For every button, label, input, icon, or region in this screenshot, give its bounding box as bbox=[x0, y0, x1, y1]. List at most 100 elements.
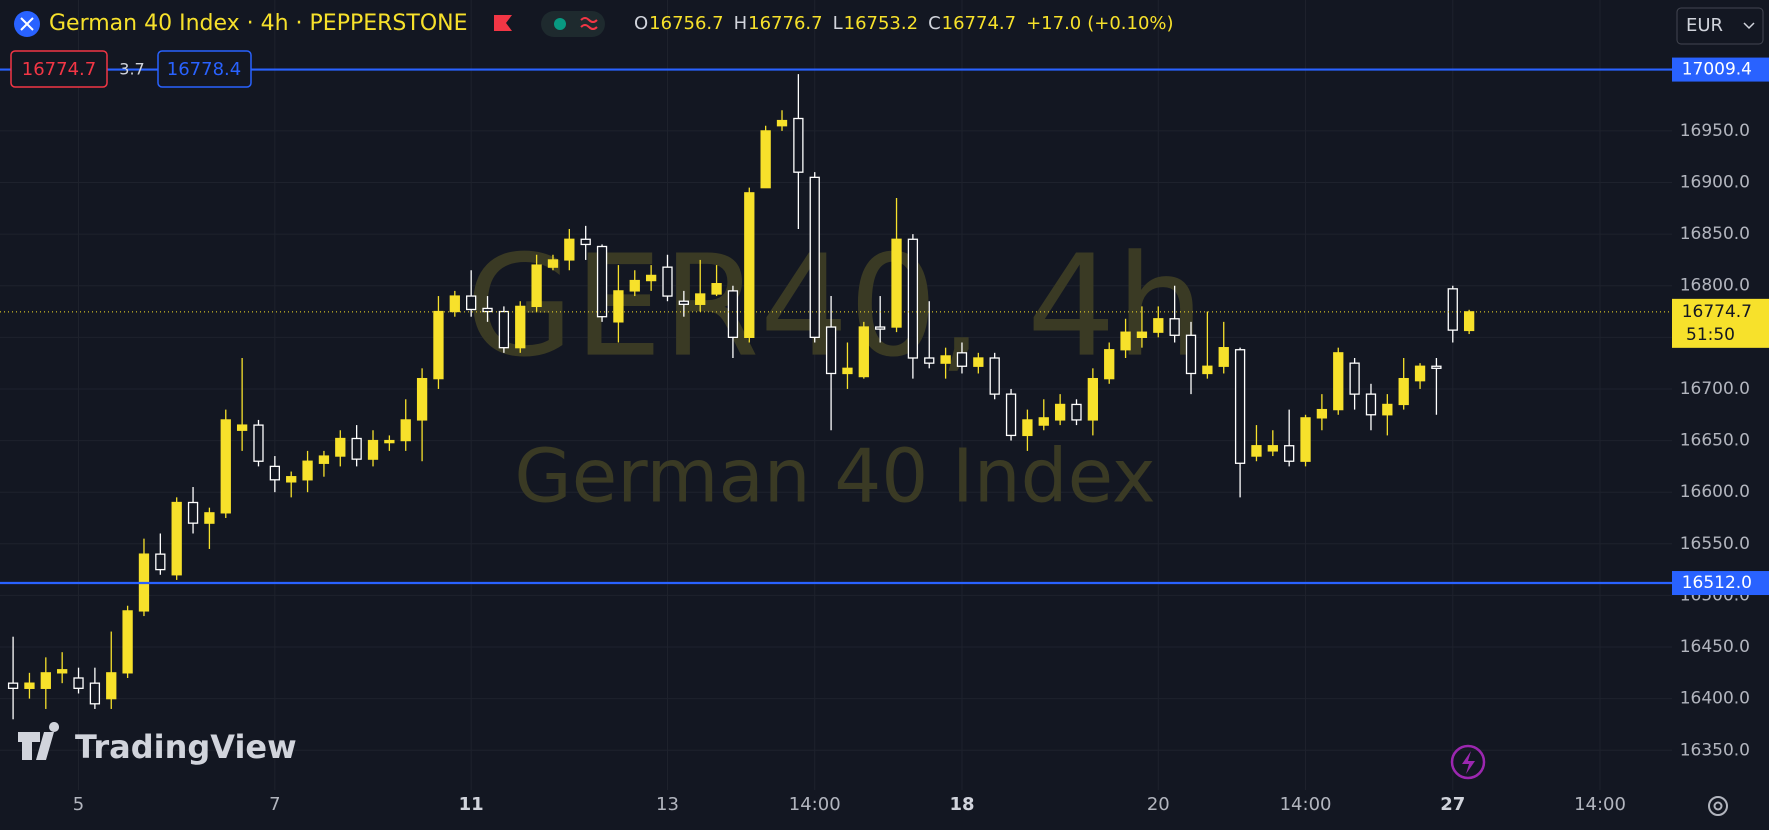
candle-body bbox=[1284, 445, 1295, 462]
logo-icon bbox=[18, 722, 60, 760]
candle-body bbox=[155, 553, 166, 571]
settings-icon[interactable] bbox=[1708, 796, 1728, 816]
candle-body bbox=[24, 682, 35, 689]
candle-body bbox=[1054, 403, 1066, 421]
countdown: 51:50 bbox=[1686, 325, 1735, 345]
candle-body bbox=[645, 274, 657, 282]
buy-button[interactable] bbox=[157, 50, 252, 88]
x-tick-label: 14:00 bbox=[1574, 794, 1626, 815]
ohlc-letter: H bbox=[734, 13, 748, 34]
market-open-dot bbox=[554, 18, 566, 30]
candle-body bbox=[384, 439, 395, 444]
candle-body bbox=[57, 669, 68, 674]
flag-icon[interactable] bbox=[494, 15, 512, 31]
candle-body bbox=[1447, 288, 1458, 331]
x-tick-label: 14:00 bbox=[789, 794, 841, 815]
candle-body bbox=[580, 238, 591, 246]
candle-body bbox=[825, 326, 837, 375]
candle-body bbox=[367, 439, 379, 460]
candle-body bbox=[1104, 349, 1115, 380]
bid-price: 16774.7 bbox=[22, 59, 96, 80]
currency: EUR bbox=[1686, 15, 1723, 36]
symbol-title[interactable]: German 40 Index · 4h · PEPPERSTONE bbox=[49, 11, 468, 36]
candle-body bbox=[1153, 318, 1164, 333]
candle-body bbox=[204, 512, 215, 524]
candle-body bbox=[744, 192, 755, 338]
candle-body bbox=[858, 326, 869, 378]
candle-body bbox=[1431, 365, 1442, 369]
candle-body bbox=[531, 264, 542, 308]
hline-price-tag bbox=[1672, 57, 1769, 82]
y-tick-label: 16650.0 bbox=[1680, 431, 1750, 451]
candle-body bbox=[1398, 377, 1409, 406]
candle-body bbox=[515, 305, 526, 349]
candle-body bbox=[1316, 408, 1328, 419]
x-tick-label: 5 bbox=[73, 794, 84, 815]
ohlc-letter: L bbox=[833, 13, 843, 34]
candle-body bbox=[335, 437, 346, 457]
candle-body bbox=[236, 424, 248, 431]
candle-body bbox=[547, 259, 559, 268]
candle-body bbox=[1038, 417, 1049, 426]
candle-body bbox=[629, 279, 640, 292]
candle-body bbox=[989, 357, 1000, 395]
y-tick-label: 16600.0 bbox=[1680, 482, 1750, 502]
y-tick-label: 16700.0 bbox=[1680, 379, 1750, 399]
candle-body bbox=[956, 352, 968, 367]
candle-body bbox=[1071, 403, 1082, 421]
y-tick-label: 16550.0 bbox=[1680, 534, 1750, 554]
ohlc-value: 16776.7 bbox=[748, 13, 822, 34]
candle-body bbox=[122, 610, 133, 674]
sell-button[interactable] bbox=[10, 50, 108, 88]
hline-price-tag bbox=[1672, 571, 1769, 596]
hline-price-label: 17009.4 bbox=[1682, 60, 1752, 80]
candle-body bbox=[809, 176, 820, 338]
candle-body bbox=[891, 238, 902, 328]
candle-body bbox=[1169, 318, 1180, 336]
candle-body bbox=[793, 117, 804, 173]
candle-body bbox=[302, 460, 313, 481]
candle-body bbox=[1136, 331, 1148, 338]
candle-body bbox=[1251, 445, 1262, 457]
change: +17.0 bbox=[1026, 13, 1081, 34]
x-tick-label: 7 bbox=[269, 794, 280, 815]
candle-body bbox=[351, 437, 362, 460]
candle-body bbox=[106, 672, 117, 700]
candle-body bbox=[1234, 349, 1246, 464]
candle-body bbox=[678, 300, 690, 305]
candle-body bbox=[1202, 365, 1213, 375]
logo[interactable]: TradingView bbox=[75, 728, 297, 766]
symbol-icon-mark bbox=[20, 17, 34, 31]
currency-select[interactable] bbox=[1676, 7, 1764, 45]
candle-body bbox=[400, 419, 411, 442]
candle-body bbox=[875, 326, 886, 330]
candle-body bbox=[73, 677, 84, 689]
candle-body bbox=[842, 367, 853, 375]
candle-body bbox=[253, 424, 264, 462]
candle-body bbox=[269, 465, 280, 481]
change-percent: (+0.10%) bbox=[1087, 13, 1173, 34]
candle-body bbox=[1382, 403, 1393, 416]
y-tick-label: 16800.0 bbox=[1680, 276, 1750, 296]
candle-body bbox=[1300, 417, 1311, 462]
y-tick-label: 16350.0 bbox=[1680, 740, 1750, 760]
candle-body bbox=[613, 290, 624, 323]
candle-body bbox=[498, 310, 510, 349]
candle-body bbox=[776, 119, 788, 127]
y-tick-label: 16900.0 bbox=[1680, 173, 1750, 193]
candle-body bbox=[907, 238, 919, 359]
lightning-icon[interactable] bbox=[1450, 744, 1486, 780]
ask-price: 16778.4 bbox=[167, 59, 241, 80]
candle-body bbox=[187, 501, 199, 524]
x-tick-label: 14:00 bbox=[1280, 794, 1332, 815]
candle-body bbox=[433, 310, 444, 380]
candle-body bbox=[1365, 393, 1377, 416]
grid bbox=[0, 0, 1672, 790]
ohlc-letter: O bbox=[634, 13, 648, 34]
last-price-tag bbox=[1672, 298, 1769, 348]
x-tick-label: 13 bbox=[656, 794, 679, 815]
candle-body bbox=[924, 357, 935, 364]
axes: 16350.016400.016450.016500.016550.016600… bbox=[73, 57, 1769, 815]
